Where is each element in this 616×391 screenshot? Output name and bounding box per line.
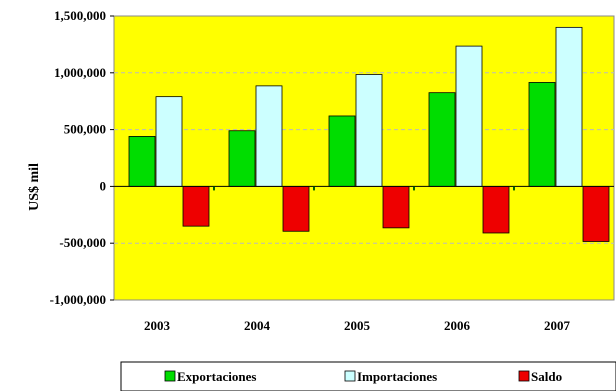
bar-exportaciones-2007 [528, 82, 556, 187]
legend-swatch-importaciones [344, 370, 356, 382]
y-tick-label: 1,500,000 [54, 8, 106, 23]
x-tick-label: 2004 [244, 318, 271, 333]
x-tick-label: 2007 [544, 318, 571, 333]
bar-importaciones-2004 [255, 85, 283, 187]
legend: Exportaciones Importaciones Saldo [120, 361, 616, 391]
bar-exportaciones-2003 [128, 136, 156, 187]
x-tick-label: 2006 [444, 318, 471, 333]
legend-label-saldo: Saldo [531, 369, 562, 384]
bar-saldo-2006 [482, 185, 510, 234]
bar-exportaciones-2006 [428, 92, 456, 187]
y-tick-label: 500,000 [64, 122, 106, 137]
bar-importaciones-2003 [155, 96, 183, 187]
legend-swatch-exportaciones [164, 370, 176, 382]
y-tick-label: 1,000,000 [54, 65, 106, 80]
bar-importaciones-2006 [455, 45, 483, 187]
x-tick-label: 2005 [344, 318, 371, 333]
y-tick-label: 0 [100, 178, 107, 193]
bar-saldo-2005 [382, 185, 410, 229]
legend-label-exportaciones: Exportaciones [177, 369, 256, 384]
y-tick-label: -500,000 [59, 235, 106, 250]
y-axis-ticks: 1,500,000 1,000,000 500,000 0 -500,000 -1,000… [50, 8, 114, 307]
bar-series [128, 26, 610, 242]
bar-exportaciones-2004 [228, 130, 256, 187]
bar-importaciones-2007 [555, 26, 583, 187]
x-tick-label: 2003 [144, 318, 171, 333]
bar-importaciones-2005 [355, 74, 383, 187]
x-axis-ticks: 2003 2004 2005 2006 2007 [144, 186, 571, 333]
bar-saldo-2007 [582, 185, 610, 242]
y-axis-label: US$ mil [27, 163, 42, 211]
y-tick-label: -1,000,000 [50, 292, 106, 307]
legend-box [120, 361, 616, 391]
bar-saldo-2003 [182, 185, 210, 227]
legend-swatch-saldo [518, 370, 530, 382]
bar-exportaciones-2005 [328, 115, 356, 187]
legend-label-importaciones: Importaciones [357, 369, 437, 384]
bar-saldo-2004 [282, 185, 310, 232]
